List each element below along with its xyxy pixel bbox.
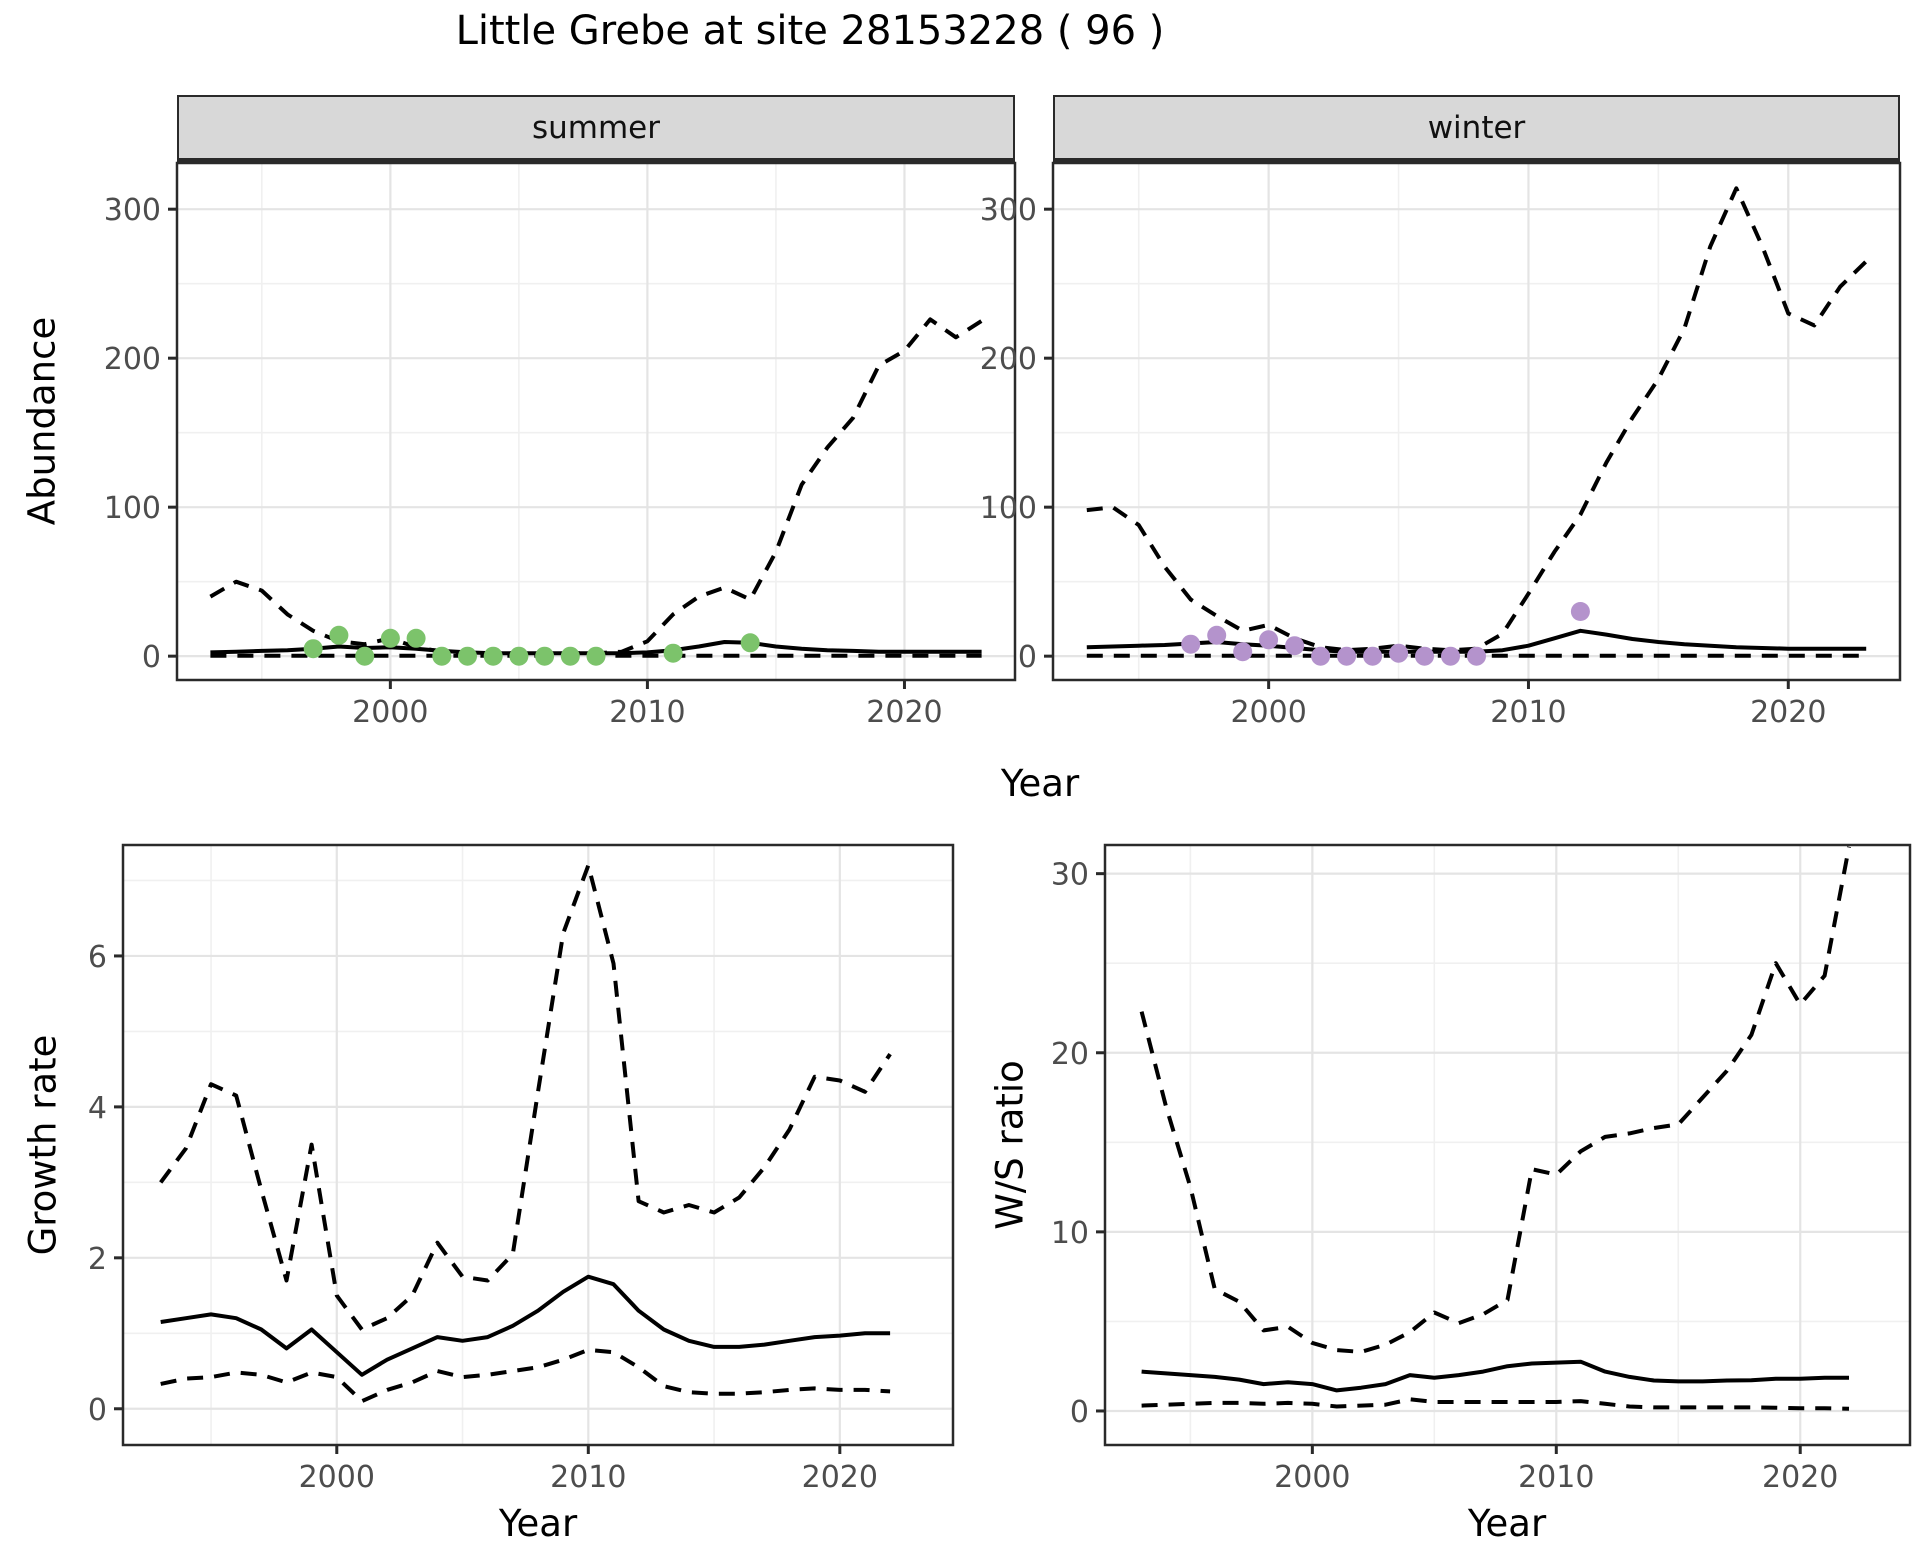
data-point <box>1311 646 1331 666</box>
page-title: Little Grebe at site 28153228 ( 96 ) <box>455 8 1165 54</box>
data-point <box>1415 646 1434 666</box>
y-tick-label: 200 <box>104 342 161 377</box>
x-tick-label: 2010 <box>1518 1460 1594 1495</box>
data-point <box>586 646 606 666</box>
x-tick-label: 2020 <box>1750 695 1826 730</box>
x-axis-title-year-top: Year <box>1000 762 1080 805</box>
data-point <box>380 628 400 648</box>
observed-counts-points <box>1181 602 1590 666</box>
y-axis-title-abundance: Abundance <box>20 316 64 526</box>
panel-border <box>175 161 1017 682</box>
axis-ticks: 2000 2010 2020 0 100 200 300 <box>104 193 943 730</box>
facet-strip-winter: winter <box>1053 95 1900 163</box>
data-point <box>355 646 375 666</box>
panel-border <box>121 843 955 1447</box>
data-point <box>1389 643 1409 663</box>
data-point <box>483 646 503 666</box>
data-point <box>1441 646 1460 666</box>
x-tick-label: 2000 <box>299 1460 375 1495</box>
data-point <box>1285 636 1305 656</box>
x-tick-label: 2010 <box>609 695 685 730</box>
gridlines <box>1105 845 1910 1445</box>
data-point <box>1207 625 1227 645</box>
facet-strip-winter-label: winter <box>1427 109 1526 146</box>
panel-background <box>1053 163 1900 680</box>
upper_ci-line <box>1086 186 1868 653</box>
data-point <box>1181 634 1201 654</box>
panel-growth-rate: 2000 2010 2020 0 2 4 6 <box>88 843 955 1495</box>
lower_ci-line <box>1141 1397 1850 1411</box>
axis-ticks: 2000 2010 2020 0 10 20 30 <box>1051 858 1839 1495</box>
x-tick-label: 2010 <box>1490 695 1566 730</box>
data-point <box>303 639 323 659</box>
x-axis-title-year-bottom-left: Year <box>498 1502 578 1545</box>
axis-ticks: 2000 2010 2020 0 100 200 300 <box>980 193 1827 730</box>
y-tick-label: 30 <box>1051 858 1089 893</box>
panel-border <box>1103 843 1912 1447</box>
axis-ticks: 2000 2010 2020 0 2 4 6 <box>88 940 878 1495</box>
data-point <box>1259 630 1279 650</box>
data-point <box>1337 646 1357 666</box>
upper_ci-line <box>1139 846 1851 1354</box>
y-tick-label: 2 <box>88 1242 107 1277</box>
y-tick-label: 4 <box>88 1091 107 1126</box>
panel-abundance-winter: 2000 2010 2020 0 100 200 300 <box>980 161 1902 730</box>
y-tick-label: 100 <box>104 491 161 526</box>
x-tick-label: 2000 <box>1230 695 1306 730</box>
x-tick-label: 2020 <box>802 1460 878 1495</box>
facet-strip-summer-label: summer <box>531 109 660 146</box>
data-point <box>740 633 760 653</box>
data-point <box>406 628 426 648</box>
data-point <box>1363 646 1383 666</box>
data-point <box>535 646 555 666</box>
observed-counts-points <box>303 625 760 666</box>
facet-strip-summer: summer <box>177 95 1015 163</box>
x-axis-title-year-bottom-right: Year <box>1467 1502 1547 1545</box>
data-point <box>329 625 349 645</box>
y-axis-title-ws-ratio: W/S ratio <box>988 1060 1032 1230</box>
x-tick-label: 2000 <box>1274 1460 1350 1495</box>
x-tick-label: 2020 <box>866 695 942 730</box>
x-tick-label: 2020 <box>1762 1460 1838 1495</box>
data-point <box>1233 642 1253 662</box>
y-tick-label: 0 <box>142 640 161 675</box>
panel-border <box>1051 161 1902 682</box>
y-tick-label: 100 <box>980 491 1037 526</box>
panel-abundance-summer: 2000 2010 2020 0 100 200 300 <box>104 161 1017 730</box>
mean-line <box>1141 1359 1849 1393</box>
data-point <box>663 643 683 663</box>
gridlines <box>177 163 1015 680</box>
panel-background <box>177 163 1015 680</box>
x-tick-label: 2010 <box>550 1460 626 1495</box>
y-tick-label: 200 <box>980 342 1037 377</box>
y-axis-title-growth-rate: Growth rate <box>21 1034 65 1256</box>
y-tick-label: 6 <box>88 940 107 975</box>
y-tick-label: 0 <box>88 1393 107 1428</box>
data-point <box>458 646 477 666</box>
lower_ci-line <box>160 1347 891 1404</box>
data-point <box>560 646 580 666</box>
data-point <box>509 646 529 666</box>
panel-background <box>1105 845 1910 1445</box>
panel-ws-ratio: 2000 2010 2020 0 10 20 30 <box>1051 843 1912 1495</box>
y-tick-label: 20 <box>1051 1037 1089 1072</box>
mean-line <box>160 1274 891 1377</box>
y-tick-label: 300 <box>104 193 161 228</box>
y-tick-label: 0 <box>1070 1395 1089 1430</box>
data-point <box>1467 646 1486 666</box>
x-tick-label: 2000 <box>352 695 428 730</box>
y-tick-label: 300 <box>980 193 1037 228</box>
y-tick-label: 0 <box>1018 640 1037 675</box>
y-tick-label: 10 <box>1051 1216 1089 1251</box>
data-point <box>432 646 452 666</box>
data-point <box>1570 602 1590 621</box>
panel-background <box>123 845 953 1445</box>
gridlines <box>1053 163 1900 680</box>
